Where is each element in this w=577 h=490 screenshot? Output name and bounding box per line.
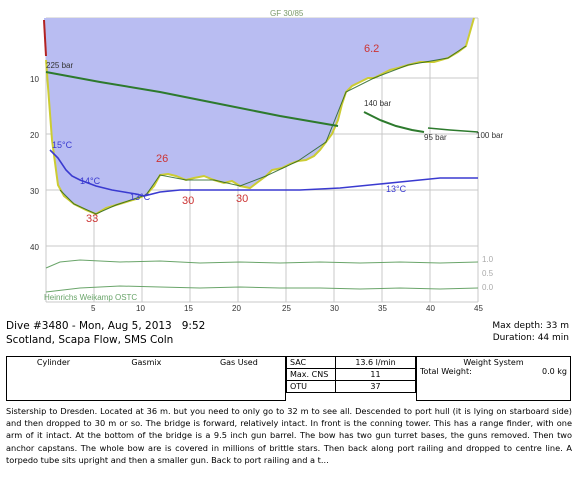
time-axis-45: 45	[474, 304, 483, 312]
weight-value: 0.0 kg	[542, 367, 567, 376]
dive-notes: Sistership to Dresden. Located at 36 m. …	[6, 406, 572, 465]
temperature-label-13a: 13°C	[130, 192, 151, 202]
temperature-label-14: 14°C	[80, 176, 101, 186]
time-axis-20: 20	[232, 304, 241, 312]
dive-profile-chart: GF 30/85 6.2 10 20 30 40 5 10 15 20 25 3…	[30, 9, 503, 312]
cns-value: 11	[335, 368, 416, 381]
stats-table: SAC 13.6 l/min Max. CNS 11 OTU 37	[286, 356, 416, 393]
depth-line-dark	[59, 45, 467, 215]
tissue-line	[45, 259, 479, 269]
depth-axis-40: 40	[30, 243, 39, 252]
depth-label-33: 33	[86, 213, 98, 225]
ceiling-value-label: 6.2	[364, 43, 379, 55]
depth-label-30b: 30	[236, 193, 248, 205]
weight-cell: Weight System Total Weight: 0.0 kg	[416, 356, 571, 401]
time-axis-30: 30	[330, 304, 339, 312]
otu-label: OTU	[286, 380, 336, 393]
max-depth: Max depth: 33 m	[492, 321, 569, 331]
weight-header: Weight System	[463, 358, 524, 367]
right-scale-0: 0.0	[482, 283, 494, 292]
time-axis-40: 40	[426, 304, 435, 312]
depth-axis-10: 10	[30, 75, 39, 84]
time-axis-25: 25	[282, 304, 291, 312]
weight-table: Weight System Total Weight: 0.0 kg	[416, 356, 571, 401]
pressure-label-95: 95 bar	[424, 133, 447, 142]
dive-location: Scotland, Scapa Flow, SMS Coln	[6, 334, 174, 346]
right-scale-05: 0.5	[482, 269, 494, 278]
descent-marker	[43, 19, 47, 57]
duration: Duration: 44 min	[492, 333, 569, 343]
depth-axis-20: 20	[30, 131, 39, 140]
sac-value: 13.6 l/min	[335, 356, 416, 369]
otu-value: 37	[335, 380, 416, 393]
tissue-line-2	[45, 285, 479, 293]
weight-label: Total Weight:	[420, 367, 472, 376]
col-gas-used: Gas Used	[192, 356, 286, 401]
time-axis-5: 5	[91, 304, 96, 312]
dive-title: Dive #3480 - Mon, Aug 5, 2013 9:52	[6, 320, 206, 332]
right-scale-1: 1.0	[482, 255, 494, 264]
pressure-label-100: 100 bar	[476, 131, 503, 140]
computer-watermark: Heinrichs Weikamp OSTC	[44, 293, 137, 302]
pressure-line	[45, 71, 339, 127]
temperature-line	[49, 149, 478, 197]
depth-label-30a: 30	[182, 195, 194, 207]
temperature-label-13b: 13°C	[386, 184, 407, 194]
gradient-factor-label: GF 30/85	[270, 9, 304, 18]
sac-label: SAC	[286, 356, 336, 369]
col-gasmix: Gasmix	[99, 356, 193, 401]
pressure-line-2	[363, 111, 425, 133]
cns-label: Max. CNS	[286, 368, 336, 381]
pressure-line-3	[427, 127, 479, 133]
time-axis-35: 35	[378, 304, 387, 312]
time-axis-10: 10	[136, 304, 145, 312]
pressure-label-start: 225 bar	[46, 61, 73, 70]
pressure-label-140: 140 bar	[364, 99, 391, 108]
col-cylinder: Cylinder	[5, 356, 100, 401]
depth-label-26: 26	[156, 153, 168, 165]
depth-axis-30: 30	[30, 187, 39, 196]
temperature-label-15: 15°C	[52, 140, 73, 150]
depth-area	[44, 18, 474, 214]
time-axis-15: 15	[184, 304, 193, 312]
weight-row: Total Weight: 0.0 kg	[420, 367, 567, 376]
cylinder-table: Cylinder Gasmix Gas Used	[5, 356, 286, 401]
